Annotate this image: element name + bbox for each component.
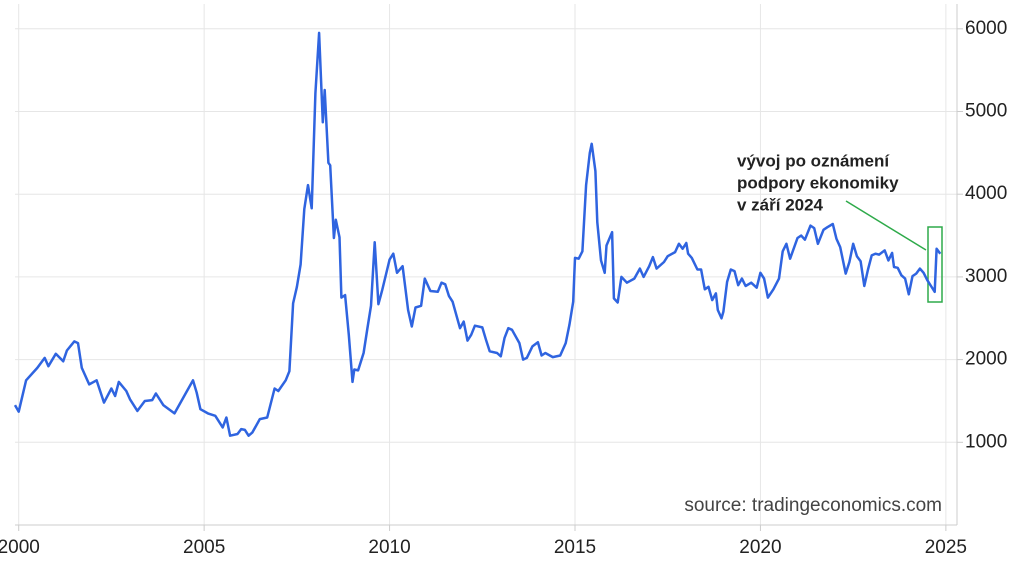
highlight-box xyxy=(927,226,943,303)
x-tick-label: 2025 xyxy=(925,537,967,558)
x-tick-label: 2000 xyxy=(0,537,40,558)
annotation: podpory ekonomiky xyxy=(737,173,899,192)
y-tick-label: 5000 xyxy=(965,101,1007,122)
annotation: v září 2024 xyxy=(737,195,824,214)
x-tick-label: 2015 xyxy=(554,537,596,558)
y-tick-label: 4000 xyxy=(965,183,1007,204)
grid xyxy=(15,4,957,525)
x-tick-label: 2020 xyxy=(739,537,781,558)
annotation-pointer xyxy=(845,200,927,251)
x-tick-label: 2010 xyxy=(368,537,410,558)
y-tick-label: 3000 xyxy=(965,266,1007,287)
line-series xyxy=(13,31,942,437)
source: source: tradingeconomics.com xyxy=(684,495,942,516)
y-tick-label: 6000 xyxy=(965,18,1007,39)
y-tick-label: 2000 xyxy=(965,349,1007,370)
y-tick-label: 1000 xyxy=(965,431,1007,452)
annotation: vývoj po oznámení xyxy=(737,151,890,170)
x-tick-label: 2005 xyxy=(183,537,225,558)
